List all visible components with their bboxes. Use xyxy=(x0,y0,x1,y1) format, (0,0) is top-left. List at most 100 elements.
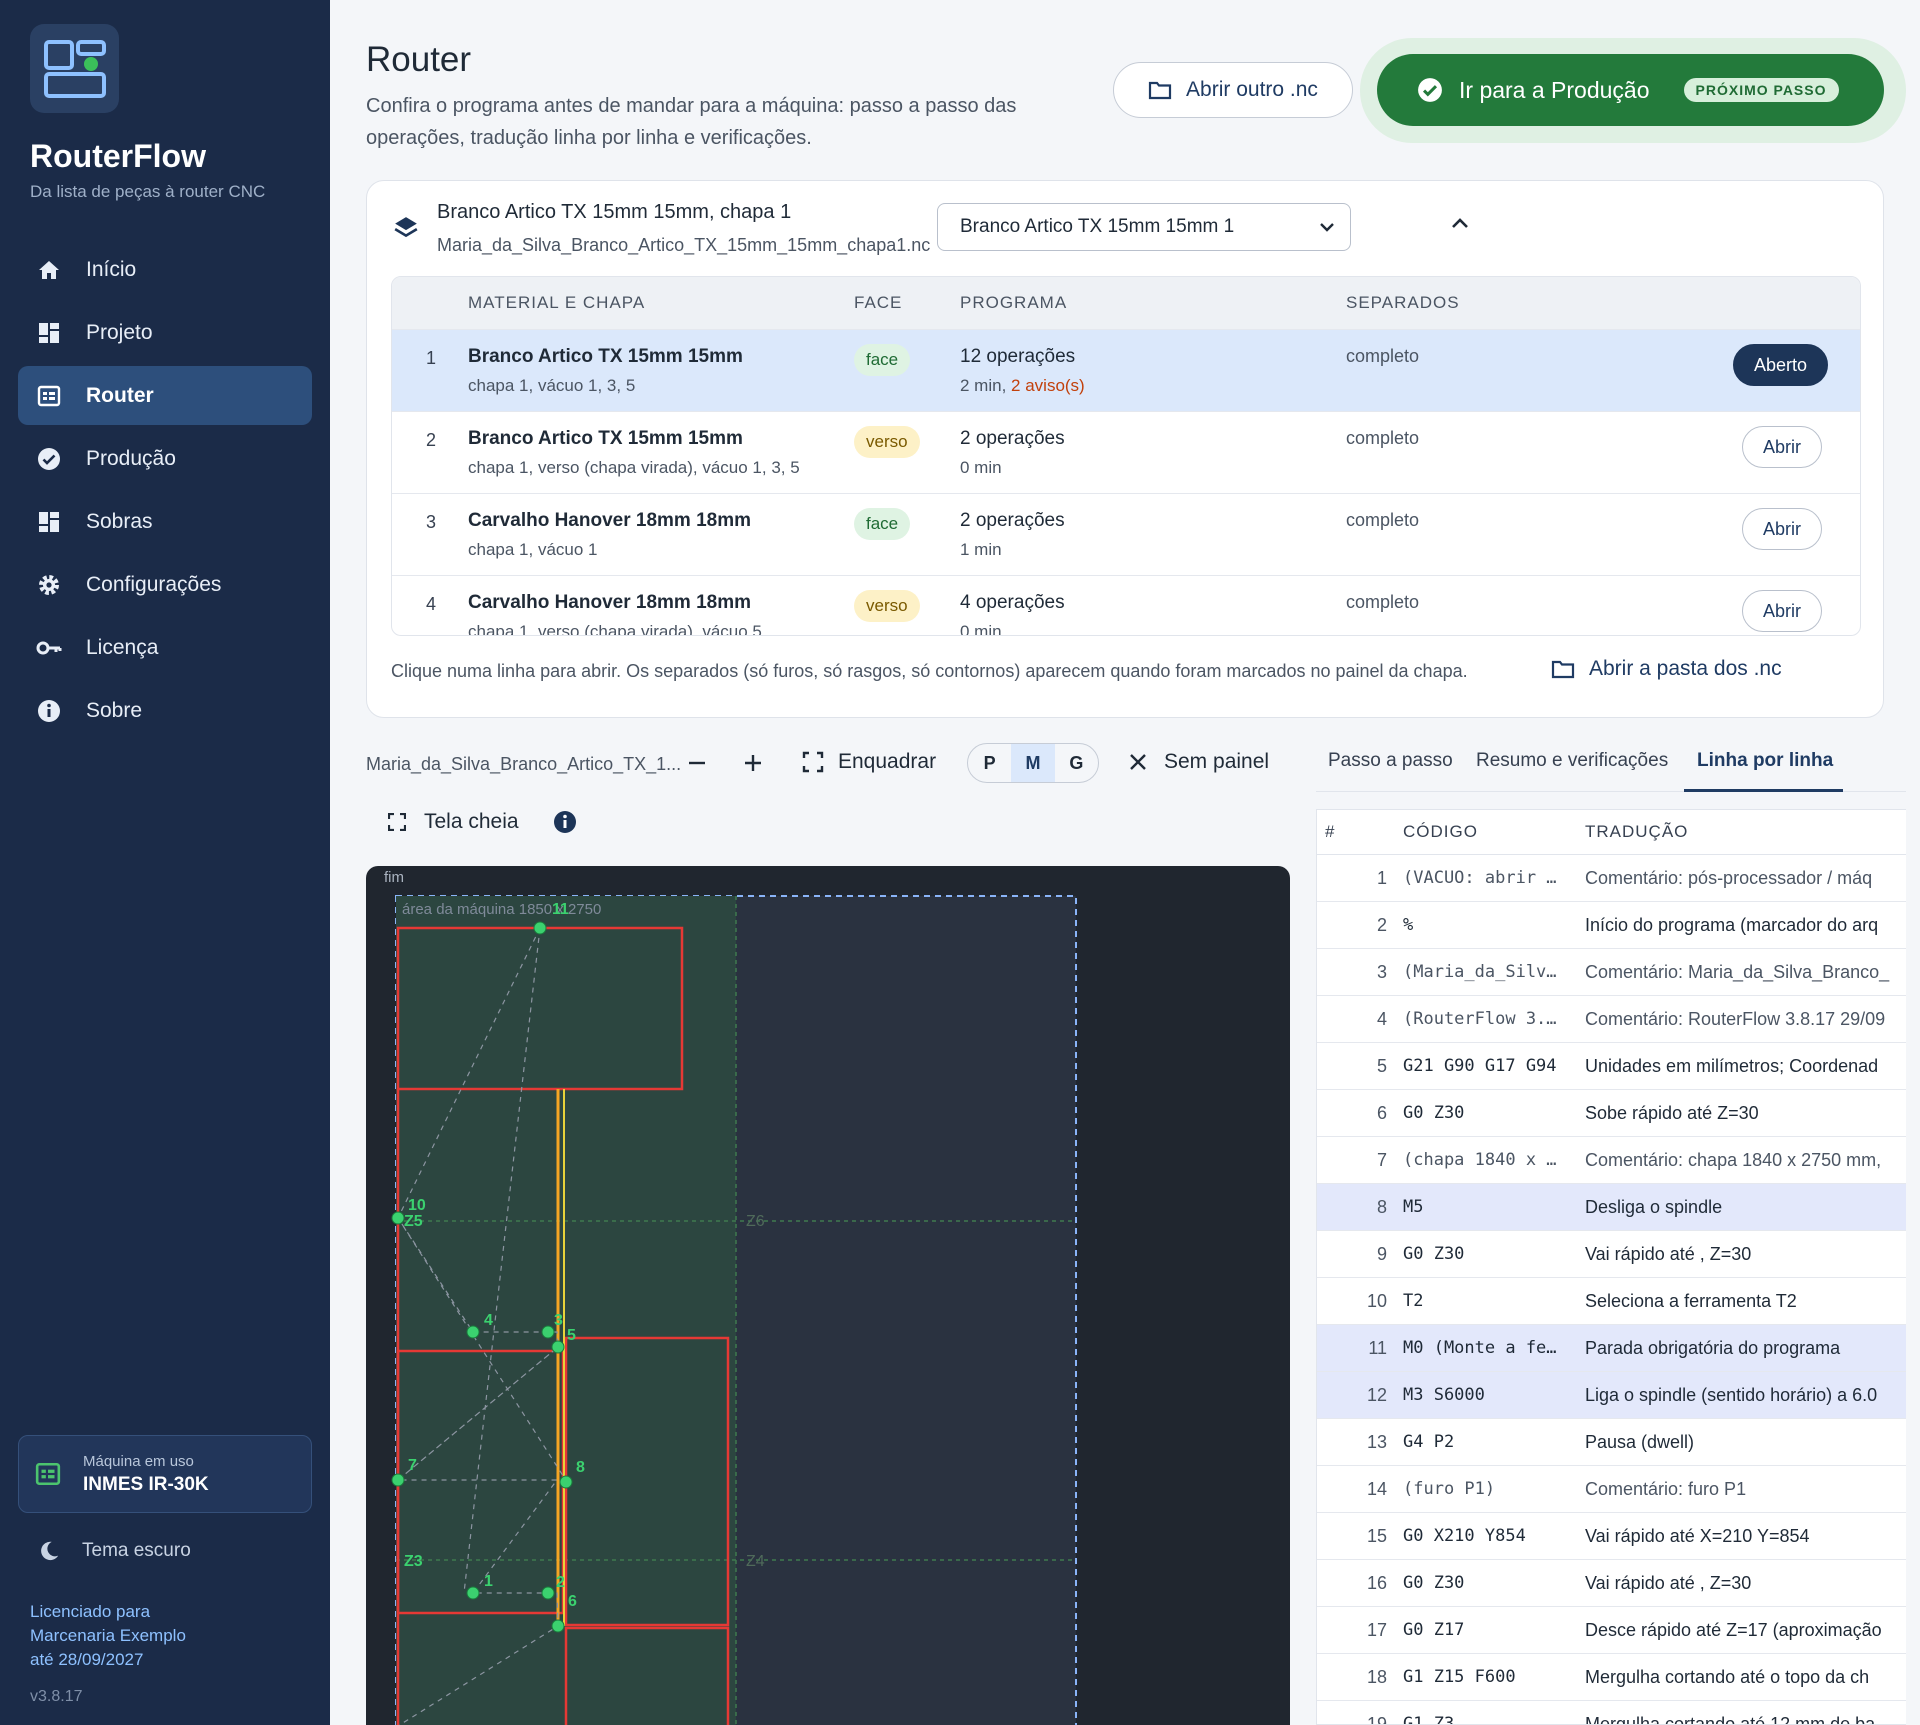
gcode-row[interactable]: 14 (furo P1) Comentário: furo P1 xyxy=(1317,1466,1906,1513)
theme-toggle[interactable]: Tema escuro xyxy=(38,1540,191,1562)
toolpath-canvas[interactable]: fim área da máquina 1850 x 2750 Z5 Z6 Z3… xyxy=(366,866,1290,1725)
no-panel-label: Sem painel xyxy=(1164,750,1270,773)
fit-button[interactable]: Enquadrar xyxy=(802,750,936,774)
programs-table: MATERIAL E CHAPA FACE PROGRAMA SEPARADOS… xyxy=(391,276,1861,636)
zone-divider xyxy=(396,1220,1076,1561)
check-circle-icon xyxy=(1417,77,1443,103)
gcode-code: G4 P2 xyxy=(1403,1432,1455,1452)
size-option-m[interactable]: M xyxy=(1011,744,1055,782)
gcode-code: G0 X210 Y854 xyxy=(1403,1526,1526,1546)
row-number: 1 xyxy=(426,348,437,368)
folder-icon xyxy=(1551,659,1575,679)
face-badge: face xyxy=(854,344,911,376)
table-hint: Clique numa linha para abrir. Os separad… xyxy=(391,661,1468,681)
table-row[interactable]: 1 Branco Artico TX 15mm 15mm chapa 1, vá… xyxy=(392,329,1860,411)
gcode-translation: Desce rápido até Z=17 (aproximação xyxy=(1585,1620,1882,1640)
gcode-translation: Liga o spindle (sentido horário) a 6.0 xyxy=(1585,1385,1878,1405)
no-panel-button[interactable]: Sem painel xyxy=(1128,750,1269,774)
gcode-row[interactable]: 18 G1 Z15 F600 Mergulha cortando até o top… xyxy=(1317,1654,1906,1701)
open-button[interactable]: Abrir xyxy=(1741,590,1822,632)
zoom-in-icon[interactable] xyxy=(742,752,764,774)
gcode-row[interactable]: 19 G1 Z3 Mergulha cortando até 12 mm de ba xyxy=(1317,1701,1906,1725)
gcode-line-number: 18 xyxy=(1366,1667,1387,1687)
zoom-out-icon[interactable] xyxy=(686,752,708,774)
open-other-nc-button[interactable]: Abrir outro .nc xyxy=(1113,62,1353,118)
fullscreen-button[interactable]: Tela cheia xyxy=(388,810,519,834)
size-option-p[interactable]: P xyxy=(983,752,996,773)
open-button[interactable]: Abrir xyxy=(1741,508,1822,550)
part-outline xyxy=(564,1626,730,1725)
gcode-code: M3 S6000 xyxy=(1403,1385,1485,1405)
tab-line-by-line[interactable]: Linha por linha xyxy=(1697,750,1834,771)
tab-step-by-step[interactable]: Passo a passo xyxy=(1328,750,1453,771)
gcode-row[interactable]: 13 G4 P2 Pausa (dwell) xyxy=(1317,1419,1906,1466)
row-detail: chapa 1, verso (chapa virada), vácuo 5 xyxy=(468,622,762,636)
gcode-row[interactable]: 12 M3 S6000 Liga o spindle (sentido horári… xyxy=(1317,1372,1906,1419)
gcode-row[interactable]: 1 (VACUO: abrir … Comentário: pós-processa… xyxy=(1317,855,1906,902)
tab-summary[interactable]: Resumo e verificações xyxy=(1476,750,1669,771)
sidebar-item-sobre[interactable]: Sobre xyxy=(18,681,312,740)
toolpath-svg[interactable]: fim área da máquina 1850 x 2750 Z5 Z6 Z3… xyxy=(366,866,1290,1725)
go-production-button[interactable]: Ir para a Produção PRÓXIMO PASSO xyxy=(1377,54,1884,126)
sidebar-item-inicio[interactable]: Início xyxy=(18,240,312,299)
gcode-translation: Desliga o spindle xyxy=(1585,1197,1723,1217)
row-separated: completo xyxy=(1346,592,1420,612)
programs-table-header: MATERIAL E CHAPA FACE PROGRAMA SEPARADOS xyxy=(392,277,1860,329)
gcode-line-number: 14 xyxy=(1366,1479,1387,1499)
gcode-translation: Comentário: pós-processador / máq xyxy=(1585,868,1873,888)
sidebar-item-sobras[interactable]: Sobras xyxy=(18,492,312,551)
gcode-row[interactable]: 10 T2 Seleciona a ferramenta T2 xyxy=(1317,1278,1906,1325)
gcode-line-number: 3 xyxy=(1376,962,1387,982)
open-button[interactable]: Abrir xyxy=(1741,426,1822,468)
gcode-translation: Comentário: RouterFlow 3.8.17 29/09 xyxy=(1585,1009,1886,1029)
open-nc-folder-button[interactable]: Abrir a pasta dos .nc xyxy=(1551,657,1782,681)
gcode-row[interactable]: 17 G0 Z17 Desce rápido até Z=17 (aproximaç… xyxy=(1317,1607,1906,1654)
gcode-row[interactable]: 6 G0 Z30 Sobe rápido até Z=30 xyxy=(1317,1090,1906,1137)
row-time: 1 min xyxy=(960,540,1002,559)
table-row[interactable]: 2 Branco Artico TX 15mm 15mm chapa 1, ve… xyxy=(392,411,1860,493)
gcode-row[interactable]: 9 G0 Z30 Vai rápido até , Z=30 xyxy=(1317,1231,1906,1278)
opened-button[interactable]: Aberto xyxy=(1732,344,1828,386)
license-line: Licenciado para xyxy=(30,1602,151,1621)
table-row[interactable]: 4 Carvalho Hanover 18mm 18mm chapa 1, ve… xyxy=(392,575,1860,636)
gcode-translation: Parada obrigatória do programa xyxy=(1585,1338,1841,1358)
row-detail: chapa 1, vácuo 1, 3, 5 xyxy=(468,376,636,395)
gcode-row[interactable]: 7 (chapa 1840 x … Comentário: chapa 1840 x… xyxy=(1317,1137,1906,1184)
sidebar-item-configuracoes[interactable]: Configurações xyxy=(18,555,312,614)
program-select[interactable]: Branco Artico TX 15mm 15mm 1 xyxy=(937,203,1351,251)
gcode-code: G0 Z30 xyxy=(1403,1573,1465,1593)
gcode-code: T2 xyxy=(1403,1291,1424,1311)
fullscreen-icon xyxy=(388,813,406,831)
active-tab-indicator xyxy=(1684,789,1843,792)
gcode-line-number: 10 xyxy=(1366,1291,1387,1311)
sidebar-item-producao[interactable]: Produção xyxy=(18,429,312,488)
gcode-row[interactable]: 4 (RouterFlow 3.… Comentário: RouterFlow 3… xyxy=(1317,996,1906,1043)
sidebar-item-licenca[interactable]: Licença xyxy=(18,618,312,677)
gcode-code: G1 Z15 F600 xyxy=(1403,1667,1516,1687)
point-label: 11 xyxy=(552,901,569,918)
license-info[interactable]: Licenciado para Marcenaria Exemplo até 2… xyxy=(30,1600,186,1672)
gcode-translation: Sobe rápido até Z=30 xyxy=(1585,1103,1759,1123)
gcode-row[interactable]: 2% Início do programa (marcador do arq xyxy=(1317,902,1906,949)
gcode-row[interactable]: 11 M0 (Monte a fe… Parada obrigatória do p… xyxy=(1317,1325,1906,1372)
table-row[interactable]: 3 Carvalho Hanover 18mm 18mm chapa 1, vá… xyxy=(392,493,1860,575)
gcode-line-number: 19 xyxy=(1366,1714,1387,1725)
open-other-nc-label: Abrir outro .nc xyxy=(1186,78,1318,101)
row-operations: 12 operações xyxy=(960,346,1076,367)
gcode-row[interactable]: 8 M5 Desliga o spindle xyxy=(1317,1184,1906,1231)
size-option-g[interactable]: G xyxy=(1069,752,1084,773)
gcode-row[interactable]: 3 (Maria_da_Silv… Comentário: Maria_da_Sil… xyxy=(1317,949,1906,996)
toolpath-point xyxy=(541,1325,555,1339)
machine-card[interactable]: Máquina em uso INMES IR-30K xyxy=(18,1435,312,1513)
column-header: MATERIAL E CHAPA xyxy=(468,293,646,312)
row-warnings[interactable]: 2 aviso(s) xyxy=(1011,376,1085,395)
gcode-row[interactable]: 5 G21 G90 G17 G94 Unidades em milímetros; … xyxy=(1317,1043,1906,1090)
gcode-translation: Vai rápido até , Z=30 xyxy=(1585,1244,1752,1264)
info-icon[interactable] xyxy=(553,810,577,834)
gcode-row[interactable]: 15 G0 X210 Y854 Vai rápido até X=210 Y=854 xyxy=(1317,1513,1906,1560)
gcode-row[interactable]: 16 G0 Z30 Vai rápido até , Z=30 xyxy=(1317,1560,1906,1607)
chevron-up-icon[interactable] xyxy=(1451,217,1469,229)
sidebar-item-router[interactable]: Router xyxy=(18,366,312,425)
toolpath-point xyxy=(551,1340,565,1354)
sidebar-item-projeto[interactable]: Projeto xyxy=(18,303,312,362)
